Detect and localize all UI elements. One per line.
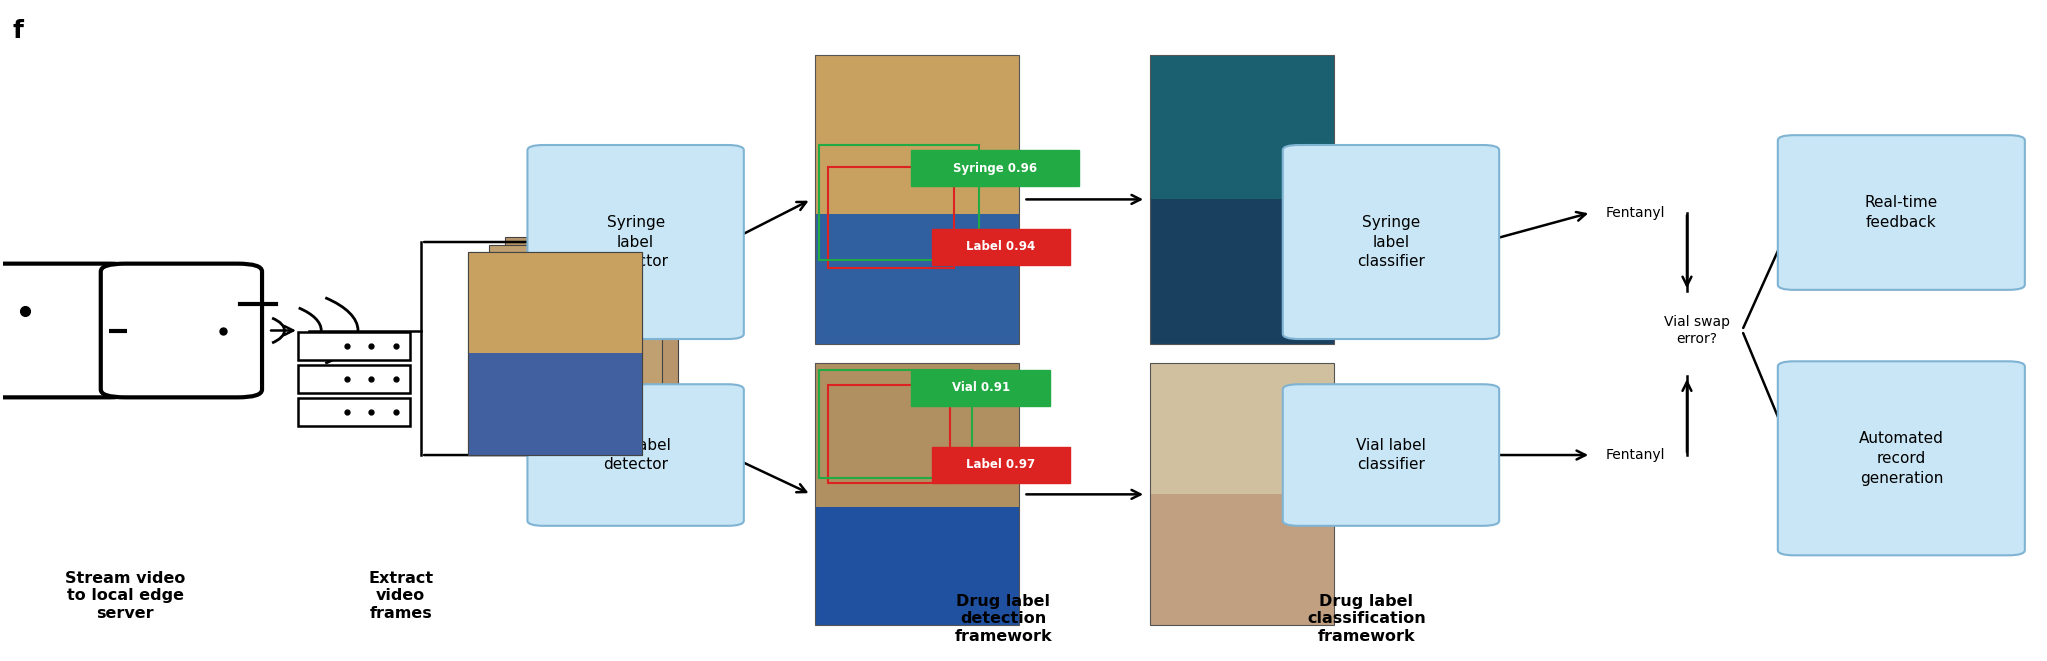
FancyBboxPatch shape [0, 264, 133, 397]
Bar [506, 237, 678, 441]
Text: Vial swap
error?: Vial swap error? [1664, 315, 1730, 346]
Bar [469, 252, 643, 455]
FancyBboxPatch shape [528, 145, 743, 339]
FancyBboxPatch shape [1283, 145, 1498, 339]
Text: Syringe
label
classifier: Syringe label classifier [1357, 215, 1425, 269]
FancyBboxPatch shape [1777, 136, 2024, 290]
Text: Fentanyl: Fentanyl [1605, 206, 1664, 219]
Bar [819, 145, 978, 260]
Bar [815, 214, 1019, 344]
Bar [1150, 56, 1335, 200]
Text: f: f [12, 19, 25, 43]
FancyBboxPatch shape [528, 384, 743, 525]
Text: Drug label
detection
framework: Drug label detection framework [954, 594, 1052, 644]
Bar [911, 369, 1050, 406]
Text: Vial 0.91: Vial 0.91 [952, 381, 1009, 395]
Text: Fentanyl: Fentanyl [1605, 448, 1664, 462]
Text: Vial label
classifier: Vial label classifier [1355, 438, 1427, 473]
Text: Drug label
classification
framework: Drug label classification framework [1308, 594, 1427, 644]
Text: Vial label
detector: Vial label detector [600, 438, 671, 473]
Text: Label 0.97: Label 0.97 [966, 458, 1036, 471]
Bar [1150, 56, 1335, 344]
FancyBboxPatch shape [100, 264, 262, 397]
Bar [815, 364, 1019, 508]
Text: Automated
record
generation: Automated record generation [1859, 431, 1945, 486]
Text: Label 0.94: Label 0.94 [966, 241, 1036, 253]
Bar [815, 56, 1019, 214]
Bar [297, 366, 409, 393]
Bar [827, 167, 954, 268]
Bar [469, 252, 643, 455]
Bar [1150, 494, 1335, 625]
Bar [297, 332, 409, 360]
Bar [469, 252, 643, 354]
Bar [827, 385, 950, 483]
Bar [815, 508, 1019, 625]
Bar [297, 398, 409, 426]
Text: Syringe
label
detector: Syringe label detector [604, 215, 667, 269]
Bar [931, 229, 1071, 265]
FancyBboxPatch shape [1777, 362, 2024, 555]
Bar [819, 369, 972, 478]
Bar [815, 56, 1019, 344]
Bar [911, 150, 1079, 186]
Bar [931, 447, 1071, 483]
Text: Extract
video
frames: Extract video frames [368, 571, 434, 621]
Bar [489, 245, 661, 447]
Bar [469, 354, 643, 455]
Text: Stream video
to local edge
server: Stream video to local edge server [66, 571, 186, 621]
Text: Real-time
feedback: Real-time feedback [1865, 195, 1939, 230]
Text: Syringe 0.96: Syringe 0.96 [952, 162, 1038, 175]
Bar [1150, 364, 1335, 494]
Bar [815, 364, 1019, 625]
FancyBboxPatch shape [1283, 384, 1498, 525]
Bar [1150, 364, 1335, 625]
Bar [1150, 200, 1335, 344]
